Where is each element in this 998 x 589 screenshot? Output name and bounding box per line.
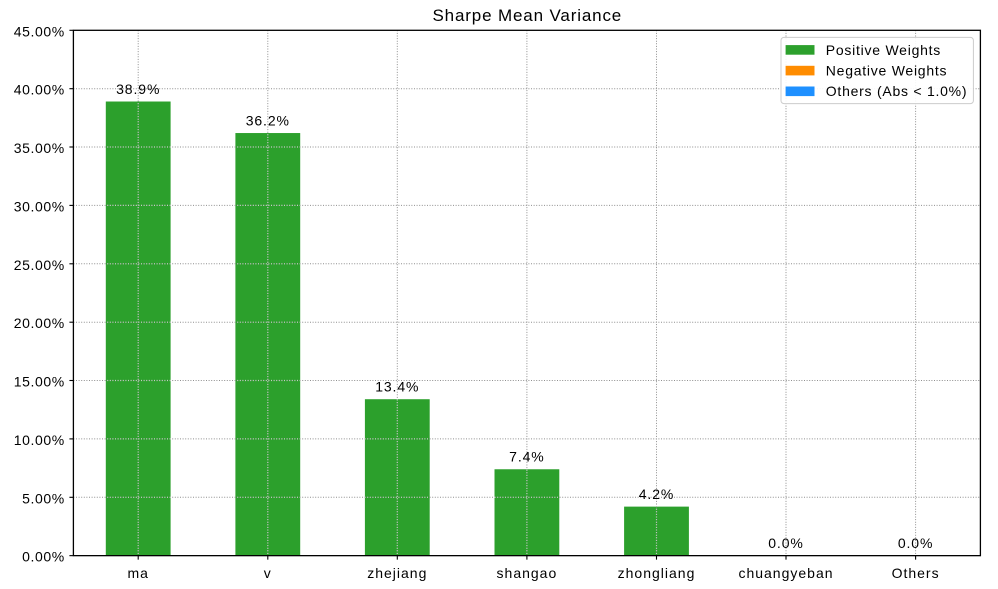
svg-text:Negative Weights: Negative Weights (826, 63, 947, 79)
svg-text:20.00%: 20.00% (14, 315, 65, 331)
svg-text:zhongliang: zhongliang (618, 565, 696, 581)
svg-text:13.4%: 13.4% (375, 379, 419, 395)
svg-text:v: v (264, 565, 272, 581)
svg-text:5.00%: 5.00% (22, 490, 65, 506)
svg-text:Sharpe Mean Variance: Sharpe Mean Variance (432, 6, 622, 25)
svg-text:0.0%: 0.0% (898, 535, 934, 551)
svg-text:35.00%: 35.00% (14, 140, 65, 156)
svg-text:25.00%: 25.00% (14, 257, 65, 273)
svg-text:shangao: shangao (497, 565, 558, 581)
svg-text:Others (Abs < 1.0%): Others (Abs < 1.0%) (826, 83, 967, 99)
svg-text:Others: Others (892, 565, 940, 581)
svg-text:ma: ma (127, 565, 148, 581)
svg-text:40.00%: 40.00% (14, 82, 65, 98)
svg-text:45.00%: 45.00% (14, 23, 65, 39)
svg-text:10.00%: 10.00% (14, 432, 65, 448)
svg-text:0.0%: 0.0% (768, 535, 804, 551)
svg-text:15.00%: 15.00% (14, 374, 65, 390)
svg-text:Positive Weights: Positive Weights (826, 42, 941, 58)
svg-text:zhejiang: zhejiang (367, 565, 427, 581)
svg-text:36.2%: 36.2% (246, 112, 290, 128)
svg-text:chuangyeban: chuangyeban (738, 565, 833, 581)
svg-text:38.9%: 38.9% (116, 81, 160, 97)
svg-text:0.00%: 0.00% (22, 549, 65, 565)
svg-text:7.4%: 7.4% (509, 449, 545, 465)
svg-text:30.00%: 30.00% (14, 198, 65, 214)
svg-text:4.2%: 4.2% (639, 486, 675, 502)
